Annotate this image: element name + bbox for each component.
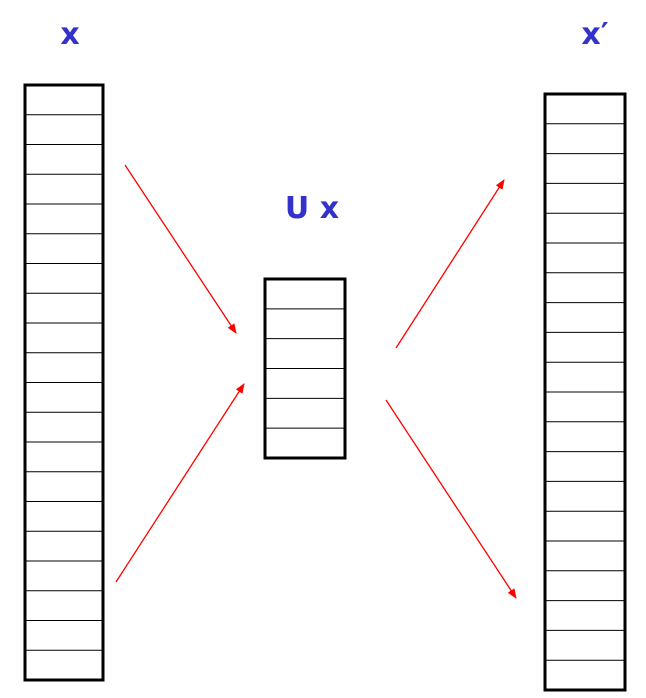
input-vector-cells [25,114,103,651]
reconstructed-vector [543,92,627,692]
arrow-projected-to-reconstructed-bottom [385,399,517,599]
arrow-input-bottom-to-projected [115,383,245,583]
projected-vector [263,277,347,460]
input-vector [23,83,105,682]
reconstructed-vector-cells [545,123,625,661]
reconstructed-vector-label: x′ [581,17,608,52]
projected-vector-cells [265,308,345,429]
projected-vector-label: U x [285,191,339,226]
input-vector-label: x [60,17,79,52]
arrow-input-top-to-projected [124,164,237,334]
arrow-projected-to-reconstructed-top [395,179,505,349]
